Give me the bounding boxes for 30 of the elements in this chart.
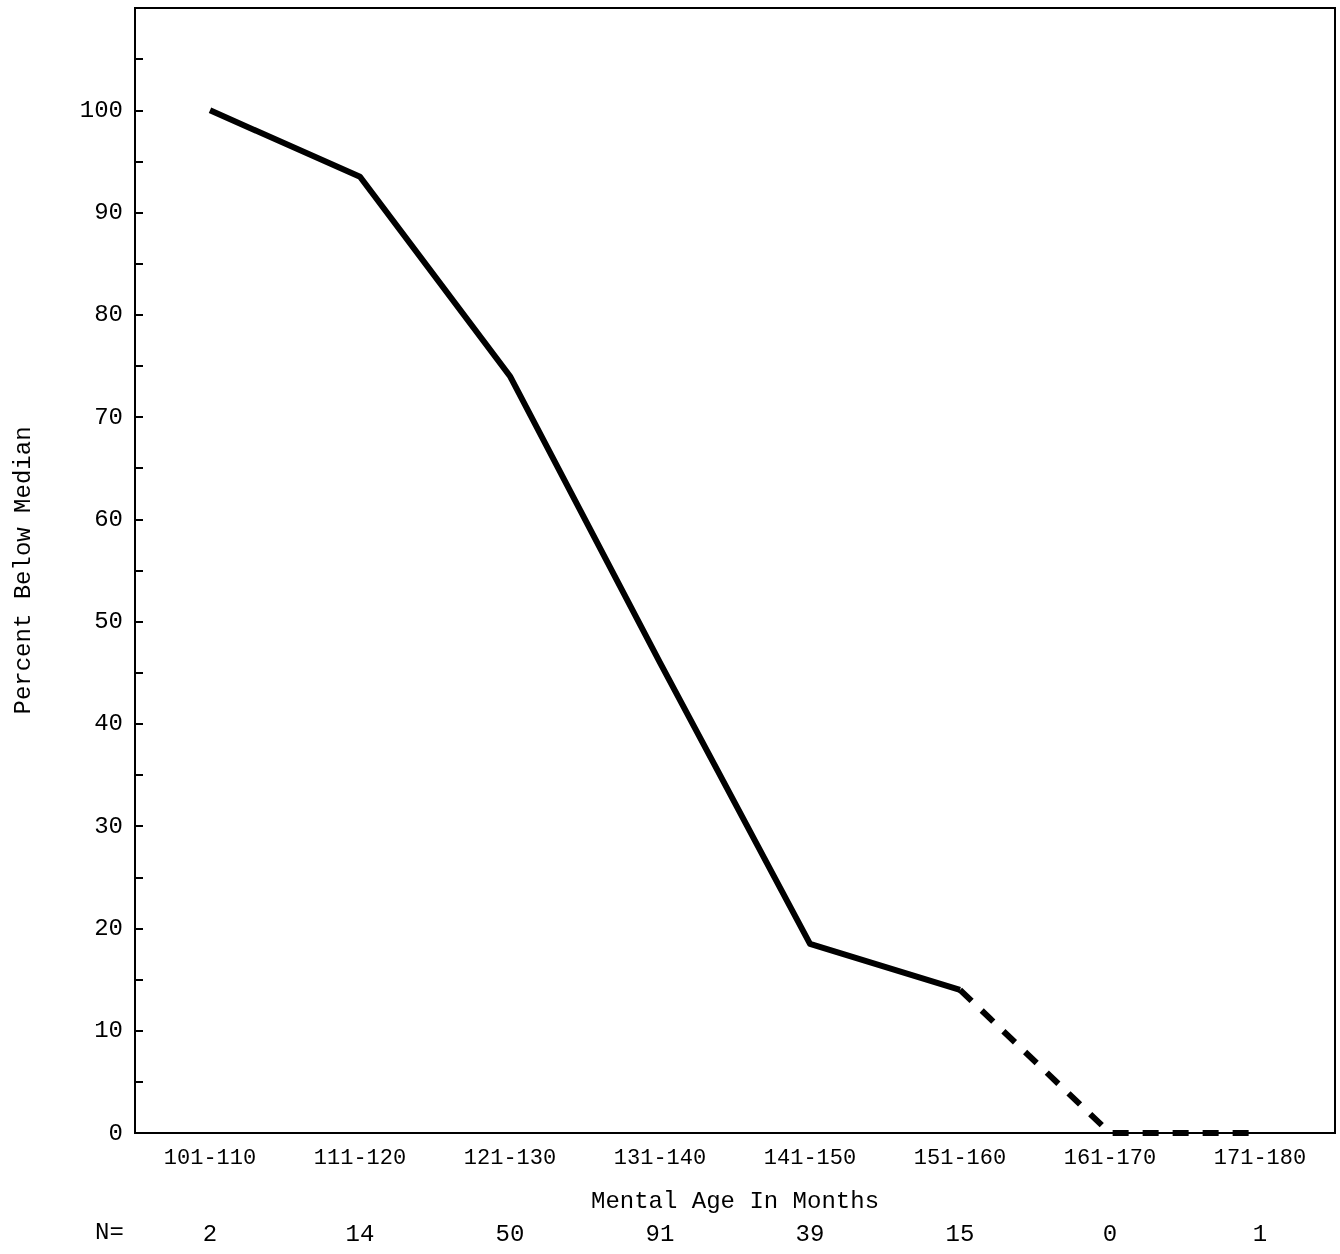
text: 15	[945, 1220, 975, 1248]
text: 1	[1252, 1220, 1268, 1248]
text: 14	[345, 1220, 375, 1248]
y-tick-label: 90	[94, 199, 123, 227]
y-tick-label: 50	[94, 608, 123, 636]
x-tick-label: 171-180	[1213, 1145, 1307, 1171]
text: 50	[495, 1220, 525, 1248]
x-tick-label: 151-160	[913, 1145, 1007, 1171]
x-tick-label: 111-120	[313, 1145, 407, 1171]
y-tick-label: 40	[94, 710, 123, 738]
text: 39	[795, 1220, 825, 1248]
x-axis-title: Mental Age In Months	[590, 1187, 880, 1215]
y-tick-label: 10	[94, 1017, 123, 1045]
y-tick-label: 20	[94, 914, 123, 942]
y-tick-label: 30	[94, 812, 123, 840]
text: 2	[202, 1220, 218, 1248]
y-tick-label: 70	[94, 403, 123, 431]
y-tick-label: 0	[108, 1119, 123, 1147]
x-tick-label: 121-130	[463, 1145, 557, 1171]
x-tick-label: 141-150	[763, 1145, 857, 1171]
y-axis-title: Percent Below Median	[9, 426, 37, 715]
text: 0	[1102, 1220, 1118, 1248]
y-tick-label: 100	[79, 96, 123, 124]
x-tick-label: 161-170	[1063, 1145, 1157, 1171]
y-tick-label: 80	[94, 301, 123, 329]
text: 91	[645, 1220, 675, 1248]
x-tick-label: 101-110	[163, 1145, 257, 1171]
x-tick-label: 131-140	[613, 1145, 707, 1171]
text: N=	[95, 1218, 124, 1246]
y-tick-label: 60	[94, 505, 123, 533]
